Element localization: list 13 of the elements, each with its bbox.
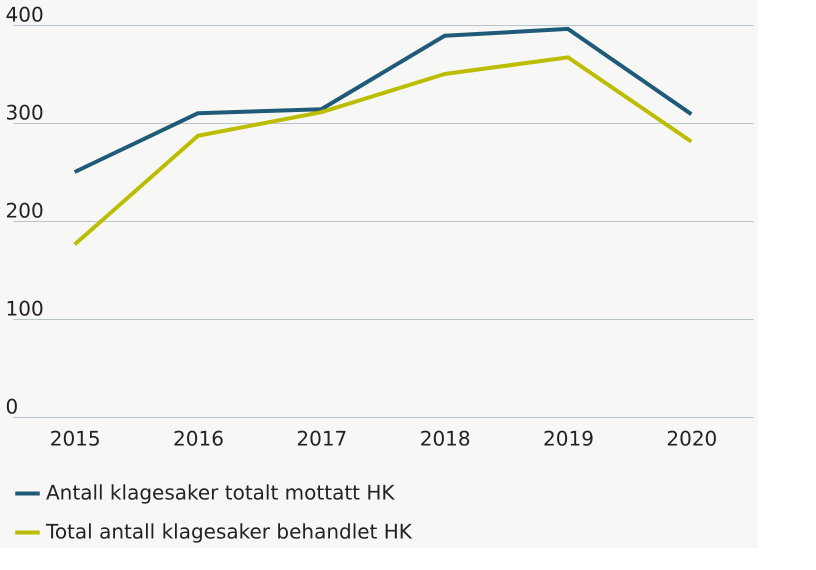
- x-tick-label: 2018: [420, 426, 471, 450]
- x-tick-label: 2019: [543, 426, 594, 450]
- x-tick-label: 2017: [296, 426, 348, 450]
- legend-label: Total antall klagesaker behandlet HK: [45, 520, 413, 544]
- y-tick-label: 0: [6, 394, 18, 418]
- x-tick-label: 2016: [173, 426, 224, 450]
- y-tick-label: 300: [6, 100, 44, 124]
- x-tick-label: 2020: [666, 426, 718, 450]
- y-tick-label: 400: [6, 2, 44, 26]
- x-tick-label: 2015: [50, 426, 101, 450]
- legend-label: Antall klagesaker totalt mottatt HK: [46, 480, 396, 504]
- y-tick-label: 100: [6, 296, 44, 320]
- y-tick-label: 200: [6, 198, 44, 222]
